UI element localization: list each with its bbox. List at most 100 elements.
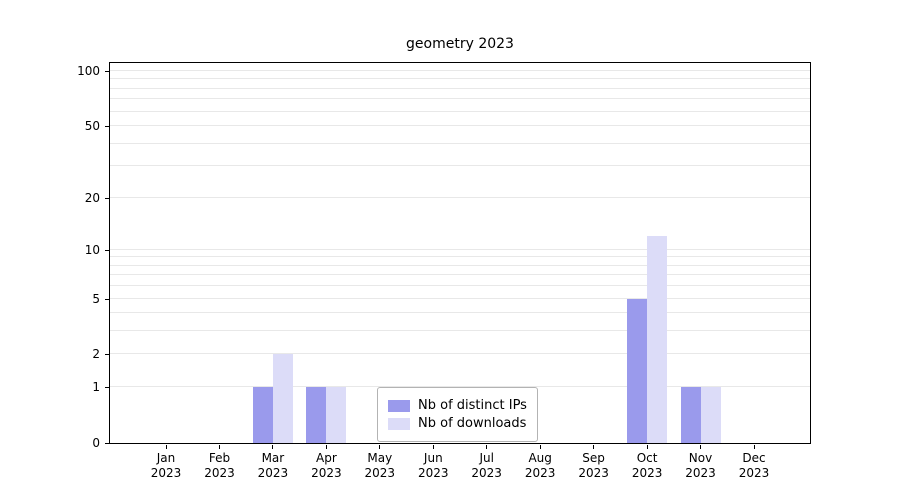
x-tick-mark xyxy=(432,445,434,449)
legend-label: Nb of distinct IPs xyxy=(418,398,527,413)
gridline xyxy=(110,386,810,388)
x-tick-label: Feb 2023 xyxy=(190,451,250,481)
x-tick-month: Jan xyxy=(156,451,176,465)
x-tick-label: Jan 2023 xyxy=(136,451,196,481)
x-tick-month: Mar xyxy=(261,451,285,465)
bar-nb-of-downloads xyxy=(326,387,347,443)
gridline xyxy=(110,196,810,198)
y-tick-label: 20 xyxy=(84,190,100,205)
x-tick-month: May xyxy=(367,451,393,465)
x-tick-year: 2023 xyxy=(204,466,235,480)
x-tick-month: Sep xyxy=(582,451,605,465)
y-tick-mark xyxy=(105,443,109,444)
x-tick-label: May 2023 xyxy=(350,451,410,481)
y-tick-mark xyxy=(105,298,109,300)
bar-nb-of-downloads xyxy=(647,236,668,443)
y-tick-mark xyxy=(105,249,109,251)
x-tick-mark xyxy=(165,445,167,449)
bar-nb-of-distinct-ips xyxy=(306,387,327,443)
x-tick-month: Nov xyxy=(688,451,713,465)
y-tick-mark xyxy=(105,354,109,356)
x-tick-month: Aug xyxy=(528,451,552,465)
x-tick-year: 2023 xyxy=(631,466,663,480)
y-tick-label: 10 xyxy=(84,242,100,257)
x-tick-mark xyxy=(753,445,755,449)
y-tick-label: 1 xyxy=(92,380,100,395)
gridline xyxy=(110,264,810,266)
x-tick-month: Jun xyxy=(423,451,443,465)
x-tick-year: 2023 xyxy=(150,466,182,480)
x-tick-mark xyxy=(646,445,648,449)
x-tick-year: 2023 xyxy=(257,466,289,480)
x-tick-label: Aug 2023 xyxy=(510,451,570,481)
x-tick-month: Apr xyxy=(316,451,337,465)
bar-nb-of-downloads xyxy=(272,354,293,443)
y-tick-label: 50 xyxy=(84,119,100,134)
x-tick-label: Dec 2023 xyxy=(724,451,784,481)
y-tick-mark xyxy=(105,126,109,128)
x-tick-year: 2023 xyxy=(471,466,502,480)
x-tick-year: 2023 xyxy=(524,466,556,480)
y-tick-label: 100 xyxy=(77,64,100,78)
x-tick-mark xyxy=(379,445,381,449)
gridline xyxy=(110,312,810,314)
x-tick-label: Nov 2023 xyxy=(671,451,731,481)
bar-nb-of-distinct-ips xyxy=(252,387,273,443)
gridline xyxy=(110,70,810,71)
y-tick-mark xyxy=(105,387,109,389)
gridline xyxy=(110,125,810,127)
x-tick-mark xyxy=(219,445,220,449)
x-tick-mark xyxy=(272,445,274,449)
x-tick-label: Jun 2023 xyxy=(403,451,463,481)
plot-area: Nb of distinct IPs Nb of downloads xyxy=(109,62,811,444)
gridline xyxy=(110,330,810,332)
chart-title: geometry 2023 xyxy=(406,36,514,52)
x-tick-year: 2023 xyxy=(578,466,609,480)
legend: Nb of distinct IPs Nb of downloads xyxy=(377,387,538,442)
bar-nb-of-downloads xyxy=(700,387,721,443)
gridline xyxy=(110,285,810,287)
x-tick-month: Oct xyxy=(636,451,658,465)
x-tick-mark xyxy=(539,445,541,449)
legend-entry: Nb of downloads xyxy=(388,416,527,431)
x-tick-label: Sep 2023 xyxy=(564,451,624,481)
x-tick-mark xyxy=(593,445,595,449)
legend-entry: Nb of distinct IPs xyxy=(388,398,527,413)
gridline xyxy=(110,256,810,258)
gridline xyxy=(110,98,810,100)
x-tick-month: Dec xyxy=(742,451,766,465)
gridline xyxy=(110,165,810,167)
x-tick-mark xyxy=(325,445,327,449)
gridline xyxy=(110,78,810,80)
x-tick-year: 2023 xyxy=(685,466,716,480)
x-tick-label: Mar 2023 xyxy=(243,451,303,481)
gridline xyxy=(110,87,810,89)
legend-label: Nb of downloads xyxy=(418,416,527,431)
x-tick-label: Oct 2023 xyxy=(617,451,677,481)
x-tick-month: Feb xyxy=(208,451,231,465)
y-tick-mark xyxy=(105,71,109,72)
bar-nb-of-distinct-ips xyxy=(627,298,648,443)
x-tick-label: Jul 2023 xyxy=(457,451,517,481)
legend-swatch xyxy=(388,417,410,430)
y-tick-label: 0 xyxy=(92,436,100,450)
gridline xyxy=(110,142,810,144)
gridline xyxy=(110,297,810,299)
gridline xyxy=(110,110,810,112)
x-tick-month: Jul xyxy=(479,451,494,465)
gridline xyxy=(110,248,810,250)
x-tick-mark xyxy=(700,445,701,449)
x-tick-mark xyxy=(486,445,488,449)
y-tick-mark xyxy=(105,197,109,199)
x-tick-year: 2023 xyxy=(364,466,396,480)
y-tick-label: 2 xyxy=(92,347,100,362)
gridline xyxy=(110,353,810,355)
x-tick-year: 2023 xyxy=(311,466,342,480)
x-tick-year: 2023 xyxy=(418,466,449,480)
x-tick-label: Apr 2023 xyxy=(296,451,356,481)
gridline xyxy=(110,274,810,276)
x-tick-year: 2023 xyxy=(738,466,770,480)
y-tick-label: 5 xyxy=(92,291,100,306)
legend-swatch xyxy=(388,399,410,412)
